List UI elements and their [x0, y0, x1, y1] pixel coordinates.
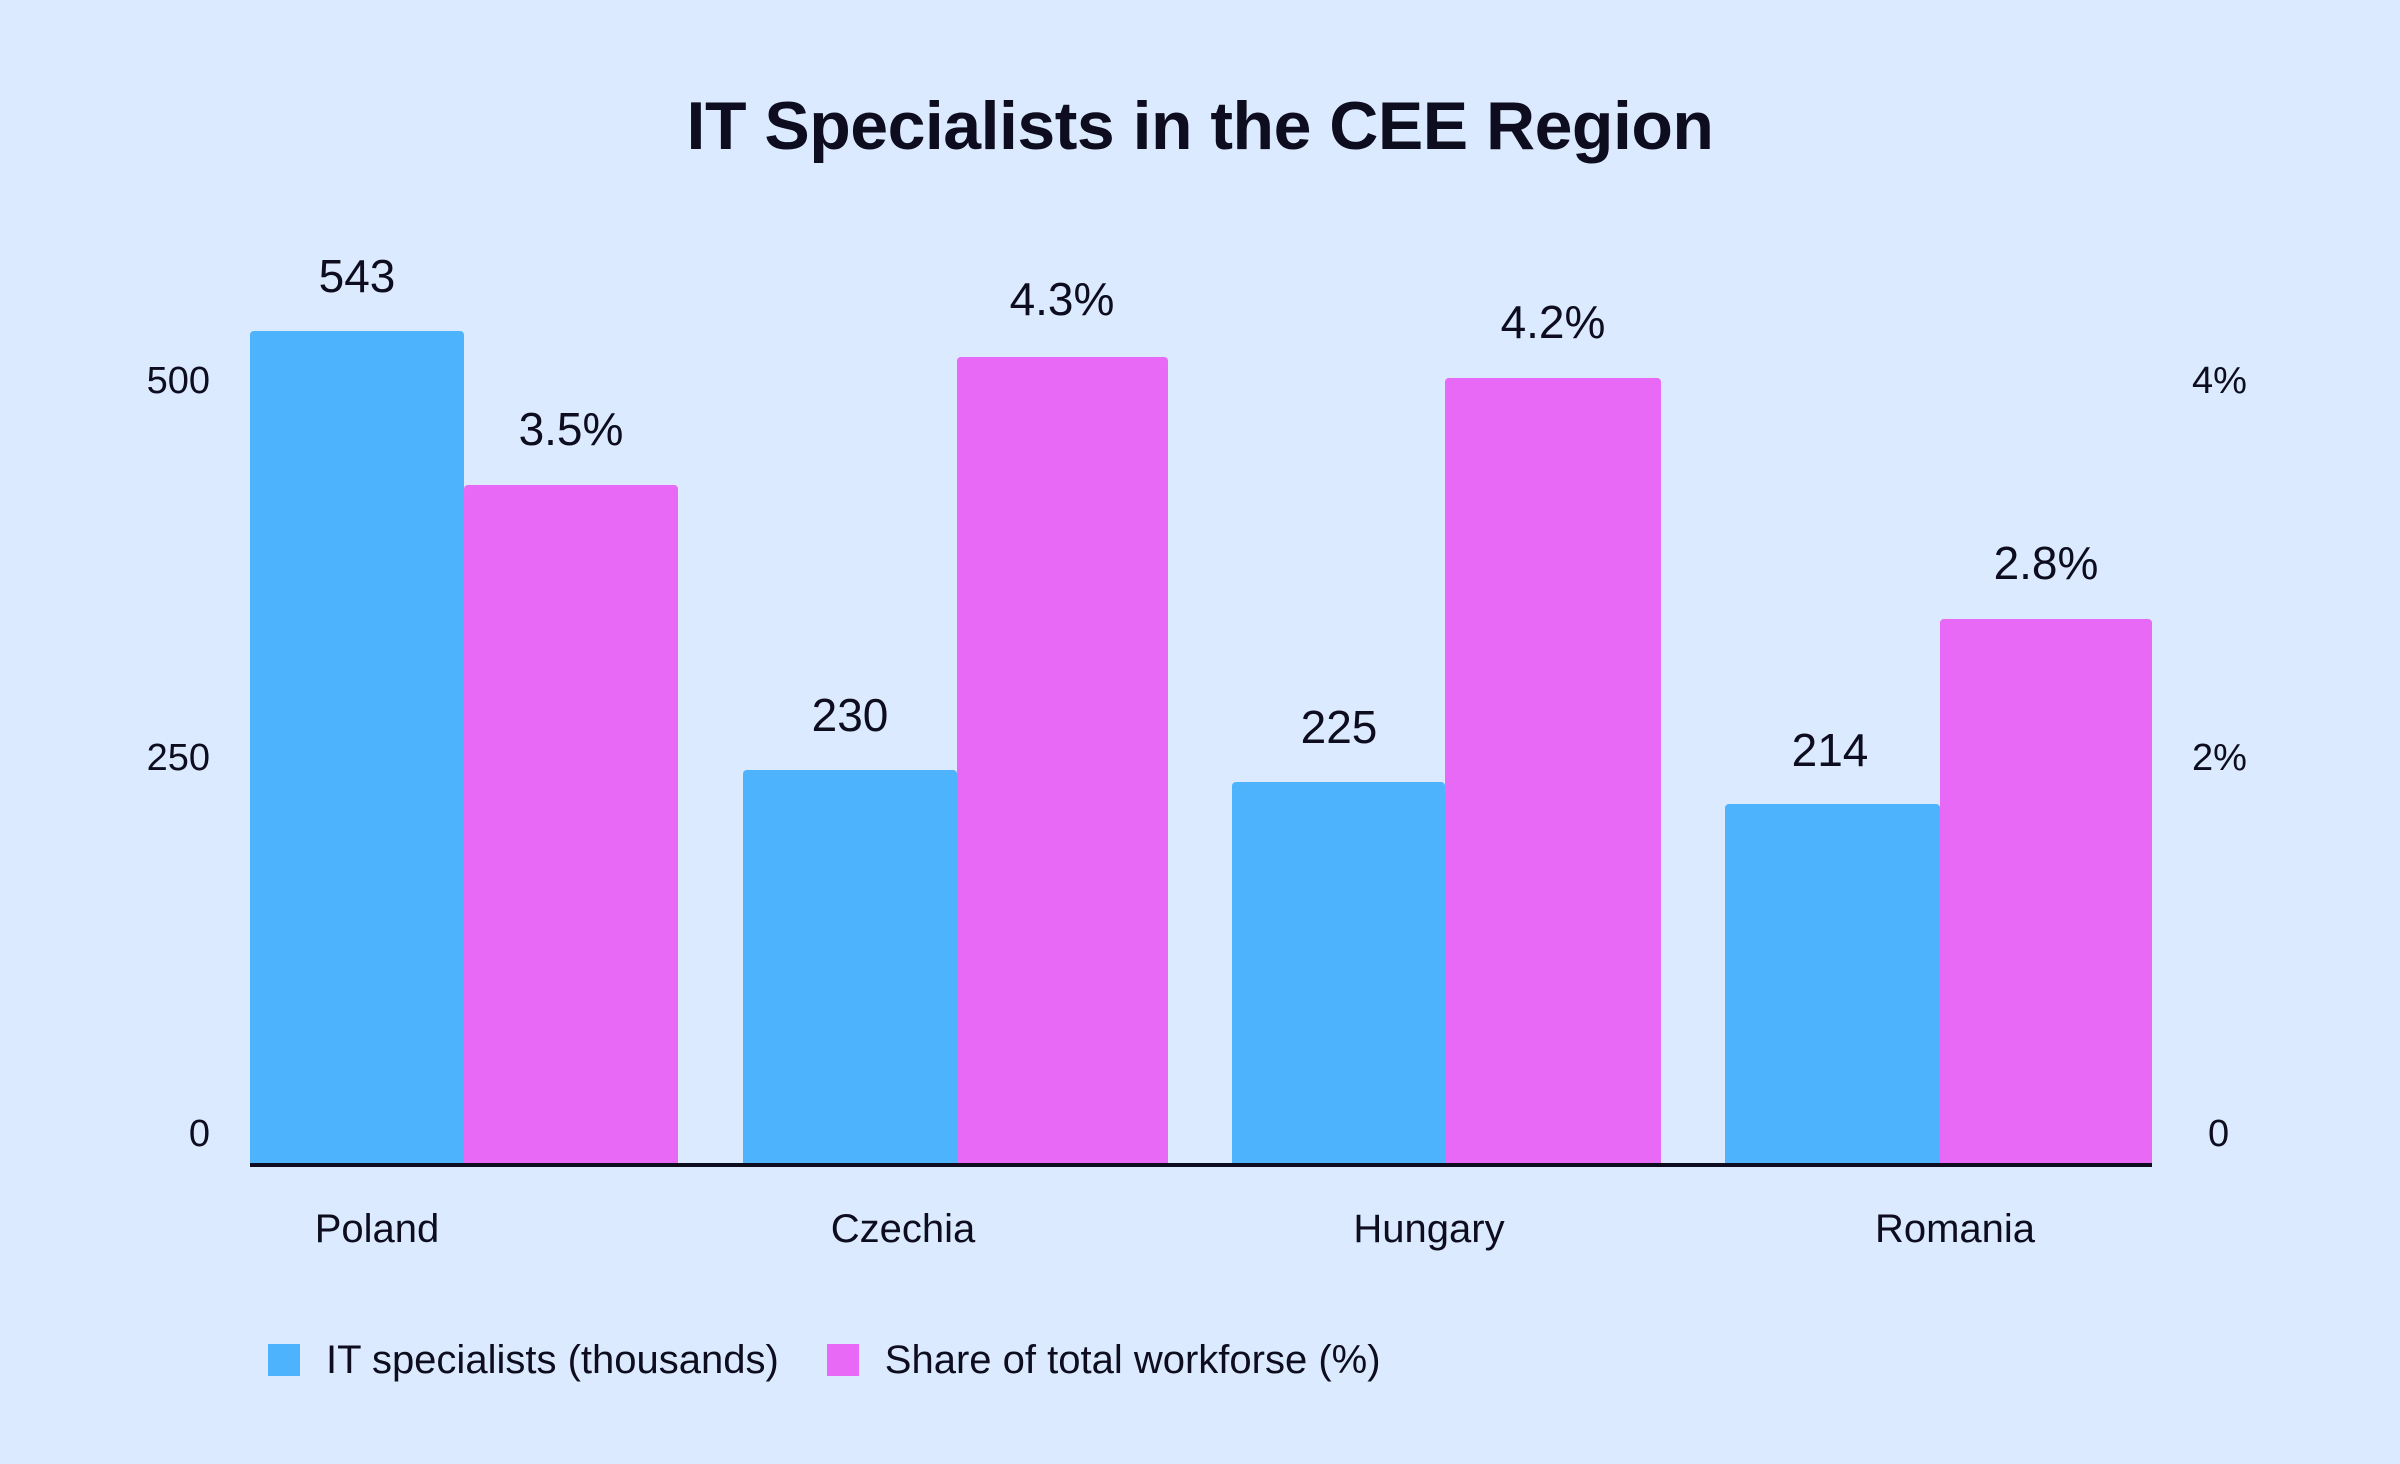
bar-poland-workforce-share [464, 485, 678, 1165]
value-label-hungary-workforce-share: 4.2% [1500, 296, 1606, 348]
chart-title: IT Specialists in the CEE Region [686, 88, 1714, 164]
value-label-czechia-it-specialists: 230 [811, 689, 889, 741]
legend-item-it-specialists: IT specialists (thousands) [268, 1336, 779, 1384]
bar-hungary-workforce-share [1445, 378, 1661, 1165]
legend-swatch-blue-icon [268, 1344, 300, 1376]
bar-hungary-it-specialists [1232, 782, 1445, 1165]
value-label-romania-workforce-share: 2.8% [1993, 537, 2099, 589]
x-axis-baseline [250, 1163, 2152, 1167]
value-label-romania-it-specialists: 214 [1791, 724, 1869, 776]
right-axis-tick-0: 0 [2208, 1113, 2230, 1155]
value-label-poland-workforce-share: 3.5% [518, 403, 624, 455]
x-label-romania: Romania [1874, 1207, 2036, 1251]
x-label-hungary: Hungary [1353, 1207, 1505, 1251]
legend-label-it-specialists: IT specialists (thousands) [326, 1338, 779, 1382]
value-label-hungary-it-specialists: 225 [1300, 701, 1378, 753]
bar-czechia-workforce-share [957, 357, 1168, 1165]
legend: IT specialists (thousands) Share of tota… [268, 1336, 1429, 1384]
right-axis-tick-4: 4% [2192, 360, 2247, 402]
legend-item-workforce-share: Share of total workforse (%) [826, 1336, 1381, 1384]
legend-label-workforce-share: Share of total workforse (%) [884, 1338, 1381, 1382]
bar-romania-workforce-share [1940, 619, 2152, 1165]
bar-poland-it-specialists [250, 331, 464, 1165]
bar-romania-it-specialists [1725, 804, 1940, 1165]
value-label-czechia-workforce-share: 4.3% [1009, 273, 1115, 325]
x-label-czechia: Czechia [830, 1207, 976, 1251]
x-label-poland: Poland [314, 1207, 440, 1251]
left-axis-tick-0: 0 [188, 1113, 210, 1155]
legend-swatch-pink-icon [826, 1344, 859, 1376]
right-axis-tick-2: 2% [2192, 737, 2247, 779]
left-axis-tick-250: 250 [146, 737, 210, 779]
bar-czechia-it-specialists [743, 770, 957, 1165]
value-label-poland-it-specialists: 543 [318, 250, 396, 302]
left-axis-tick-500: 500 [146, 360, 210, 402]
